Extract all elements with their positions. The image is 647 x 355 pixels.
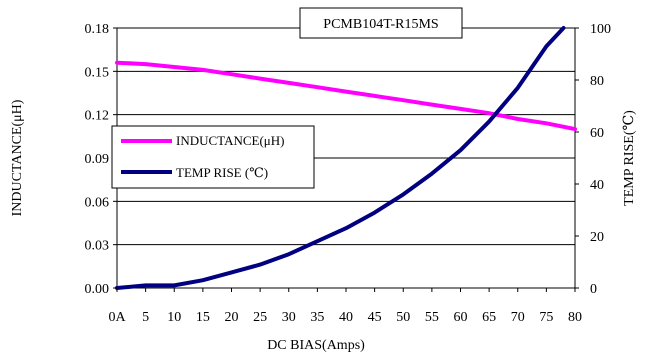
y-axis-label-left: INDUCTANCE(μH) (10, 99, 25, 216)
y-left-tick-label: 0.03 (85, 239, 110, 254)
x-tick-label: 40 (339, 310, 353, 325)
legend: INDUCTANCE(μH) TEMP RISE (℃) (111, 125, 315, 189)
x-tick-label: 35 (310, 310, 324, 325)
y-left-tick-label: 0.00 (85, 282, 110, 297)
x-tick-label: 80 (568, 310, 582, 325)
x-tick-label: 75 (539, 310, 553, 325)
y-right-tick-label: 60 (590, 126, 604, 141)
inductance-series-line (115, 60, 577, 132)
legend-frame (111, 125, 315, 189)
temp-rise-series-line (115, 26, 566, 290)
y-right-tick-label: 100 (590, 22, 611, 37)
x-tick-label: 55 (425, 310, 439, 325)
x-tick-label: 0A (108, 310, 126, 325)
x-tick-label: 5 (142, 310, 149, 325)
x-tick-label: 10 (167, 310, 181, 325)
chart-title-box: PCMB104T-R15MS (299, 7, 463, 39)
y-left-tick-label: 0.18 (85, 22, 110, 37)
axis-ticks: 0.000.030.060.090.120.150.18020406080100… (85, 22, 612, 325)
x-axis-label: DC BIAS(Amps) (267, 338, 365, 353)
series-lines (115, 26, 577, 290)
title-box-frame (299, 7, 463, 39)
chart-title: PCMB104T-R15MS (323, 17, 438, 32)
y-left-tick-label: 0.06 (85, 195, 110, 210)
x-tick-label: 50 (396, 310, 410, 325)
y-axis-label-right: TEMP RISE(℃) (622, 110, 637, 206)
x-tick-label: 60 (454, 310, 468, 325)
x-tick-label: 45 (368, 310, 382, 325)
y-right-tick-label: 20 (590, 230, 604, 245)
legend-label-inductance: INDUCTANCE(μH) (176, 133, 284, 148)
x-tick-label: 65 (482, 310, 496, 325)
x-tick-label: 70 (511, 310, 525, 325)
y-right-tick-label: 0 (590, 282, 597, 297)
x-tick-label: 20 (225, 310, 239, 325)
y-left-tick-label: 0.15 (85, 65, 110, 80)
y-right-tick-label: 40 (590, 178, 604, 193)
y-left-tick-label: 0.12 (85, 109, 110, 124)
x-tick-label: 30 (282, 310, 296, 325)
y-right-tick-label: 80 (590, 74, 604, 89)
legend-label-temp-rise: TEMP RISE (℃) (176, 165, 268, 180)
x-tick-label: 25 (253, 310, 267, 325)
y-left-tick-label: 0.09 (85, 152, 110, 167)
x-tick-label: 15 (196, 310, 210, 325)
